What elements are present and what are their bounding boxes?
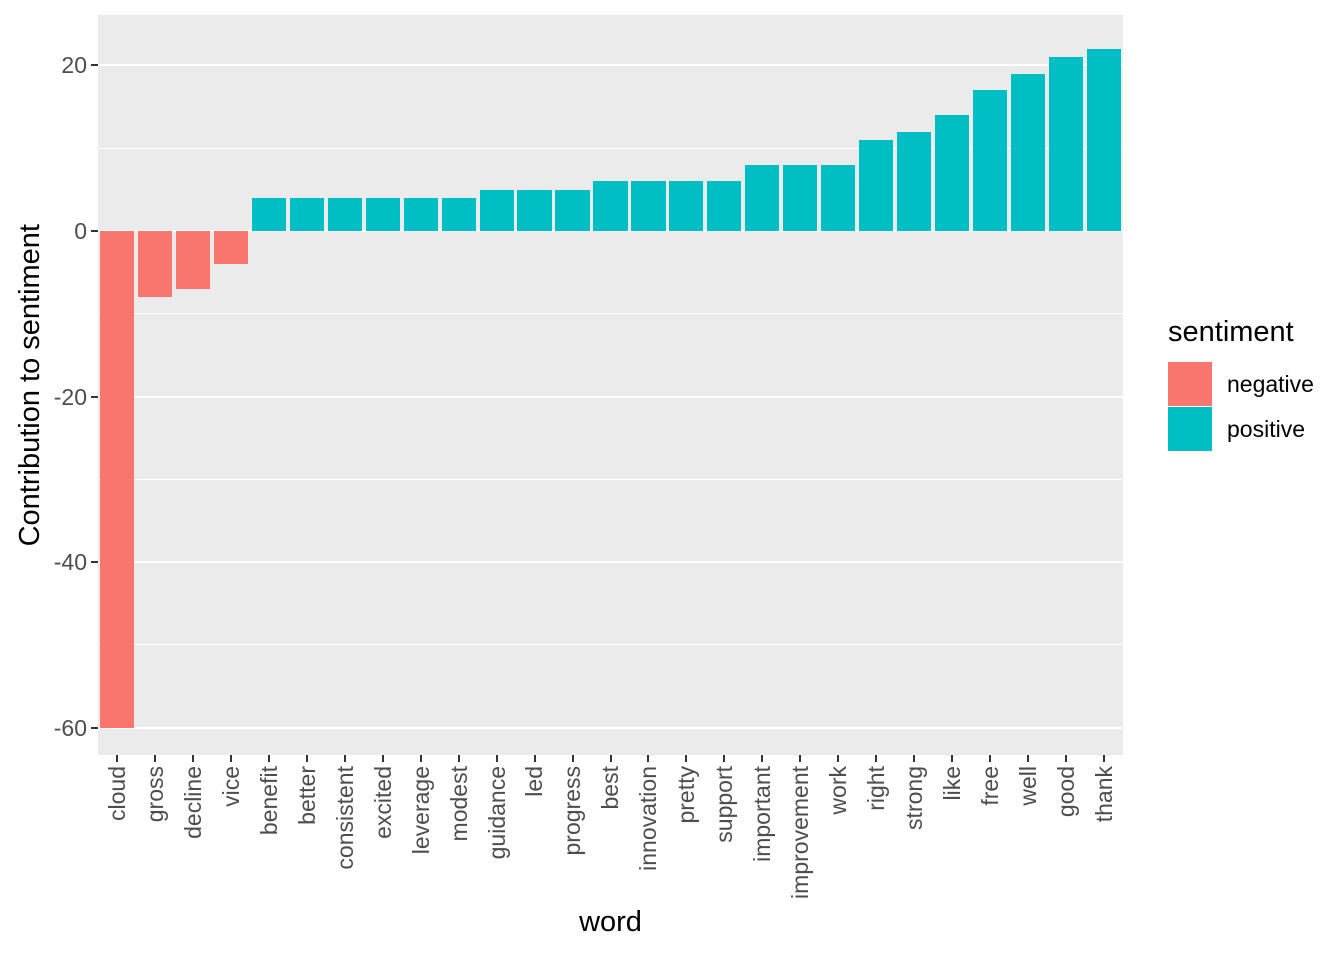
x-tick-mark-good xyxy=(1065,755,1068,762)
x-tick-label-container: thank xyxy=(1074,766,1134,916)
x-tick-mark-excited xyxy=(381,755,384,762)
bar-leverage xyxy=(403,197,438,232)
x-tick-mark-cloud xyxy=(115,755,118,762)
x-axis-title: word xyxy=(579,906,642,938)
gridline-minor--30 xyxy=(98,478,1123,480)
y-tick-mark--40 xyxy=(91,561,98,564)
bar-support xyxy=(707,181,742,232)
x-tick-mark-decline xyxy=(191,755,194,762)
y-tick-label--20: -20 xyxy=(53,383,87,410)
legend-label-positive: positive xyxy=(1227,415,1305,442)
bar-thank xyxy=(1086,48,1122,232)
gridline-minor--10 xyxy=(98,313,1123,315)
bar-vice xyxy=(213,231,248,265)
bar-free xyxy=(973,90,1008,232)
y-axis-title: Contribution to sentiment xyxy=(14,223,47,547)
x-tick-mark-modest xyxy=(457,755,460,762)
gridline-major-20 xyxy=(98,64,1123,67)
gridline-major-0 xyxy=(98,230,1123,233)
bar-decline xyxy=(175,231,210,289)
legend-swatch-negative xyxy=(1168,362,1212,406)
y-tick-mark--20 xyxy=(91,395,98,398)
gridline-minor--50 xyxy=(98,644,1123,646)
bar-led xyxy=(517,189,552,232)
bar-well xyxy=(1011,73,1046,232)
y-tick-label-0: 0 xyxy=(74,218,87,245)
legend-entry-positive: positive xyxy=(1168,407,1314,451)
bar-guidance xyxy=(479,189,514,232)
bar-gross xyxy=(137,231,173,298)
x-tick-mark-strong xyxy=(913,755,916,762)
gridline-major--60 xyxy=(98,726,1123,729)
x-tick-mark-work xyxy=(837,755,840,762)
x-tick-mark-right xyxy=(875,755,878,762)
legend-title: sentiment xyxy=(1168,316,1294,348)
bar-excited xyxy=(365,197,400,232)
gridline-minor-10 xyxy=(98,147,1123,149)
y-tick-label--40: -40 xyxy=(53,549,87,576)
gridline-major--20 xyxy=(98,395,1123,398)
bar-important xyxy=(745,164,780,232)
legend-label-negative: negative xyxy=(1227,370,1314,397)
x-tick-mark-like xyxy=(951,755,954,762)
bar-benefit xyxy=(251,197,286,232)
bar-pretty xyxy=(669,181,704,232)
y-tick-mark-0 xyxy=(91,230,98,233)
x-tick-mark-support xyxy=(723,755,726,762)
x-tick-label-thank: thank xyxy=(1090,766,1117,823)
x-tick-mark-pretty xyxy=(685,755,688,762)
x-tick-mark-progress xyxy=(571,755,574,762)
x-tick-mark-innovation xyxy=(647,755,650,762)
x-tick-mark-leverage xyxy=(419,755,422,762)
x-tick-mark-improvement xyxy=(799,755,802,762)
x-tick-mark-guidance xyxy=(495,755,498,762)
bar-consistent xyxy=(327,197,362,232)
x-tick-mark-vice xyxy=(229,755,232,762)
x-tick-mark-consistent xyxy=(343,755,346,762)
bar-better xyxy=(289,197,324,232)
x-tick-mark-thank xyxy=(1103,755,1106,762)
legend-entries: negative positive xyxy=(1168,362,1314,451)
x-tick-mark-important xyxy=(761,755,764,762)
x-tick-mark-free xyxy=(989,755,992,762)
x-tick-mark-gross xyxy=(153,755,156,762)
x-tick-mark-best xyxy=(609,755,612,762)
bar-progress xyxy=(555,189,590,232)
bar-innovation xyxy=(631,181,666,232)
legend-swatch-positive xyxy=(1168,407,1212,451)
y-tick-mark-20 xyxy=(91,64,98,67)
bar-modest xyxy=(441,197,476,232)
bar-cloud xyxy=(99,231,135,728)
legend: sentiment negative positive xyxy=(1168,316,1314,452)
y-axis-title-container: Contribution to sentiment xyxy=(12,15,50,755)
x-tick-mark-led xyxy=(533,755,536,762)
bar-best xyxy=(593,181,628,232)
y-tick-label-20: 20 xyxy=(61,52,87,79)
x-tick-mark-benefit xyxy=(267,755,270,762)
x-tick-mark-well xyxy=(1027,755,1030,762)
y-tick-label--60: -60 xyxy=(53,714,87,741)
bar-improvement xyxy=(783,164,818,232)
gridline-major--40 xyxy=(98,561,1123,564)
bar-work xyxy=(821,164,856,232)
bar-right xyxy=(859,139,894,232)
y-tick-mark--60 xyxy=(91,726,98,729)
bar-like xyxy=(935,115,970,232)
bar-strong xyxy=(897,131,932,232)
bar-good xyxy=(1048,57,1084,232)
x-tick-mark-better xyxy=(305,755,308,762)
legend-entry-negative: negative xyxy=(1168,362,1314,406)
